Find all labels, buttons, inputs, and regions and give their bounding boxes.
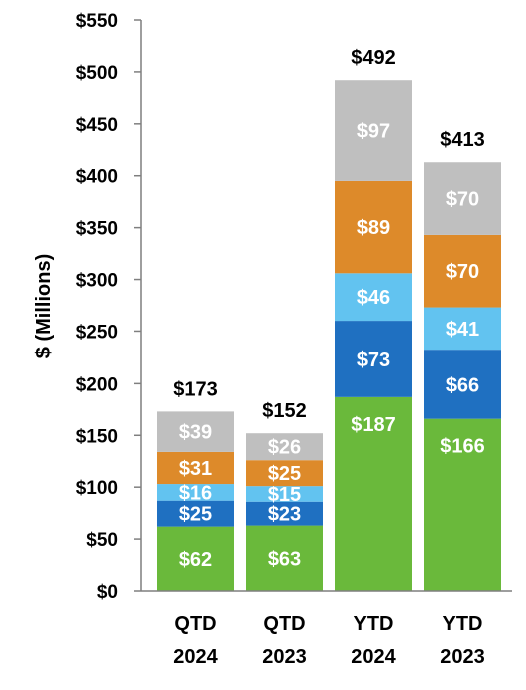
segment-label: $62: [179, 549, 212, 571]
category-label: 2024: [173, 646, 218, 668]
bar-segment: [246, 486, 323, 502]
total-label: $152: [262, 400, 307, 422]
y-tick-label: $500: [76, 63, 118, 84]
bar-segment: [157, 451, 234, 485]
segment-label: $39: [179, 422, 212, 444]
y-tick-label: $200: [76, 374, 118, 395]
segment-label: $15: [268, 484, 301, 506]
category-label: 2023: [262, 646, 307, 668]
y-tick-label: $400: [76, 167, 118, 188]
segment-label: $31: [179, 458, 212, 480]
segment-label: $70: [446, 261, 479, 283]
x-axis: QTD 2024 QTD 2023 YTD 2024 YTD 2023: [141, 590, 512, 668]
segment-label: $23: [268, 504, 301, 526]
y-tick-label: $0: [97, 582, 118, 603]
bar-segment: [335, 180, 412, 274]
category-label: QTD: [263, 613, 305, 635]
segment-label: $97: [357, 121, 390, 143]
bar-segment: [424, 162, 501, 235]
bar-segment: [424, 234, 501, 308]
y-tick-label: $300: [76, 271, 118, 292]
total-label: $413: [440, 129, 485, 151]
y-tick-label: $100: [76, 478, 118, 499]
y-tick-label: $150: [76, 426, 118, 447]
bar-segment: [424, 350, 501, 419]
bar-segment: [246, 433, 323, 461]
bar-segment: [424, 418, 501, 591]
category-label: 2023: [440, 646, 485, 668]
y-axis: $0 $50 $100 $150 $200 $250 $300 $350 $400 $450 $50…: [76, 11, 142, 603]
segment-label: $46: [357, 287, 390, 309]
bar-segment: [246, 501, 323, 526]
bar-segment: [335, 321, 412, 397]
y-tick-label: $450: [76, 115, 118, 136]
bar-segment: [157, 500, 234, 527]
category-label: 2024: [351, 646, 396, 668]
segment-label: $25: [268, 463, 301, 485]
segment-label: $89: [357, 217, 390, 239]
bar-segment: [335, 396, 412, 591]
bar-stack: $62 $25$16$31 $39 $173: [157, 378, 234, 591]
bar-segment: [157, 484, 234, 501]
bar-segment: [157, 411, 234, 452]
y-tick-label: $250: [76, 322, 118, 343]
bar-segment: [246, 460, 323, 487]
segment-label: $25: [179, 504, 212, 526]
bar-segment: [246, 525, 323, 591]
y-tick-label: $50: [86, 530, 118, 551]
bar-segment: [424, 307, 501, 351]
segment-label: $16: [179, 482, 212, 504]
category-label: YTD: [354, 613, 394, 635]
segment-label: $41: [446, 319, 479, 341]
bar-segment: [335, 80, 412, 181]
bar-segment: [157, 526, 234, 591]
segment-label: $70: [446, 189, 479, 211]
segment-label: $187: [351, 414, 396, 436]
y-axis-label: $ (Millions): [33, 254, 55, 358]
segment-label: $166: [440, 436, 485, 458]
total-label: $173: [173, 378, 218, 400]
segment-label: $73: [357, 349, 390, 371]
y-tick-label: $550: [76, 11, 118, 32]
bar-stack: $63 $23$15$25 $26 $152: [246, 400, 323, 591]
segment-label: $26: [268, 437, 301, 459]
total-label: $492: [351, 47, 396, 69]
y-tick-label: $350: [76, 219, 118, 240]
segment-label: $66: [446, 374, 479, 396]
category-label: YTD: [443, 613, 483, 635]
bar-stack: $166 $66 $41 $70 $70 $413: [424, 129, 501, 591]
segment-label: $63: [268, 548, 301, 570]
category-label: QTD: [174, 613, 216, 635]
bar-stack: $187 $73 $46 $89 $97 $492: [335, 47, 412, 591]
bar-segment: [335, 273, 412, 322]
bars: $62$25$16$31$39$173$63$23$15$25$26$152$1…: [157, 47, 501, 591]
